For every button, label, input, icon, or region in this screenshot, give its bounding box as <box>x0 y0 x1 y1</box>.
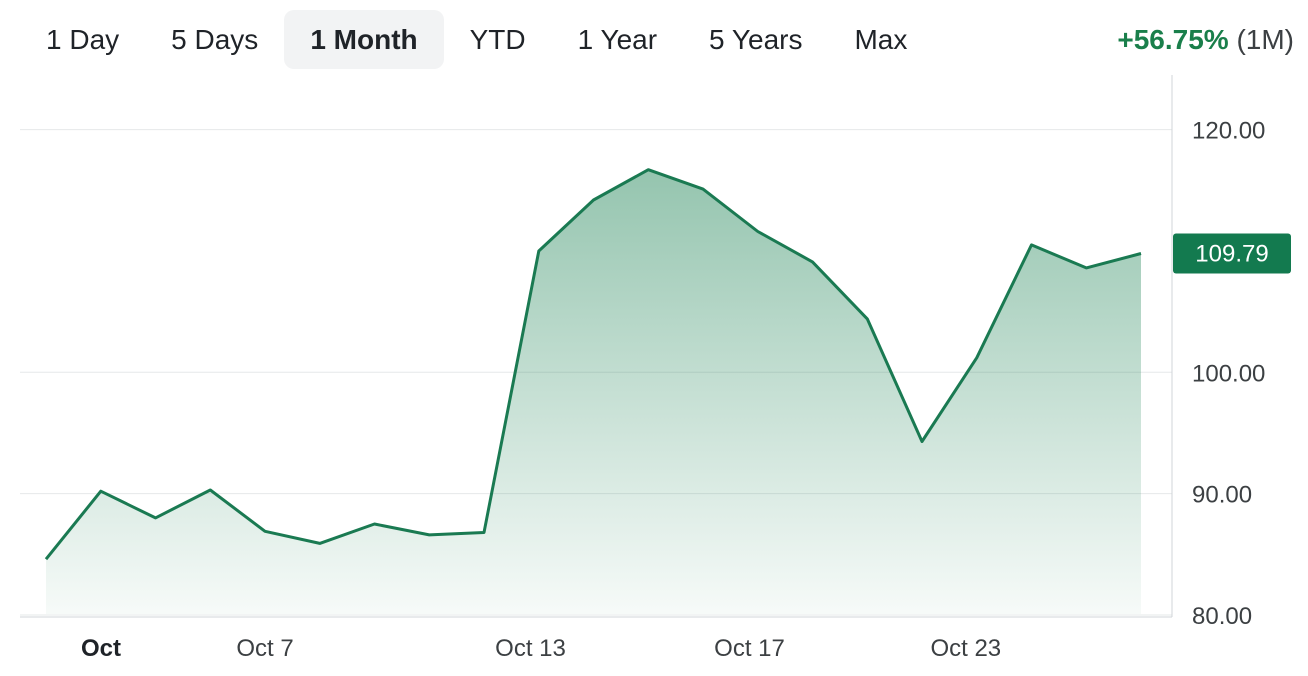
tab-max[interactable]: Max <box>854 24 908 55</box>
x-tick-label: Oct 7 <box>236 635 293 662</box>
tab-ytd[interactable]: YTD <box>469 24 526 55</box>
y-axis: 120.00 100.00 90.00 80.00 <box>1192 118 1265 630</box>
x-tick-label: Oct 23 <box>930 635 1001 662</box>
tab-1-month[interactable]: 1 Month <box>284 10 444 69</box>
period-change: +56.75% (1M) <box>1117 10 1294 69</box>
tab-1-day[interactable]: 1 Day <box>46 24 120 55</box>
x-axis: Oct Oct 7 Oct 13 Oct 17 Oct 23 <box>81 635 1001 662</box>
range-tabs: 1 Day 5 Days 1 Month YTD 1 Year 5 Years … <box>20 10 933 69</box>
last-value-badge: 109.79 <box>1173 233 1291 274</box>
x-tick-label: Oct 13 <box>495 635 566 662</box>
x-tick-label: Oct 17 <box>714 635 785 662</box>
price-area <box>46 169 1141 614</box>
last-value-badge-bg <box>1173 233 1291 274</box>
y-tick-label: 120.00 <box>1192 118 1265 145</box>
change-period: (1M) <box>1236 24 1294 55</box>
x-tick-label: Oct <box>81 635 121 662</box>
y-tick-label: 80.00 <box>1192 603 1252 630</box>
price-line <box>44 168 1142 561</box>
y-tick-label: 100.00 <box>1192 360 1265 387</box>
last-value-label: 109.79 <box>1195 241 1268 268</box>
y-tick-label: 90.00 <box>1192 482 1252 509</box>
tab-5-days[interactable]: 5 Days <box>171 24 259 55</box>
change-percent: +56.75% <box>1117 24 1229 55</box>
tab-1-year[interactable]: 1 Year <box>577 24 658 55</box>
tab-5-years[interactable]: 5 Years <box>709 24 803 55</box>
